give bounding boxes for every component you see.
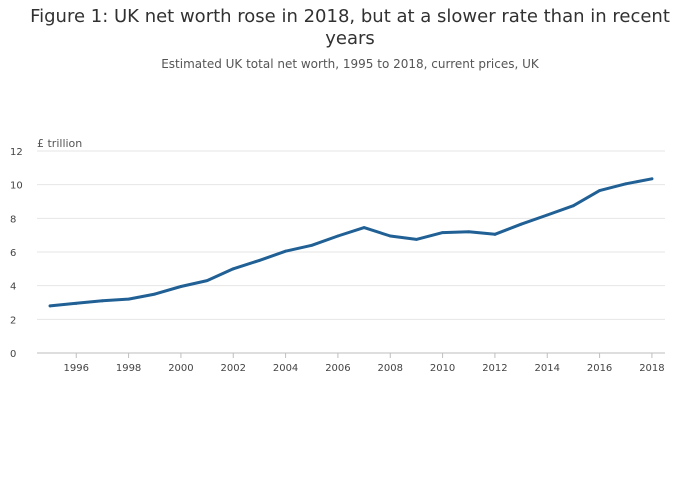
data-point <box>48 304 52 308</box>
data-point <box>598 189 601 192</box>
x-tick-label: 2010 <box>430 363 455 374</box>
x-axis <box>37 352 665 358</box>
x-tick-label: 2014 <box>535 363 560 374</box>
data-point <box>231 267 235 271</box>
data-point <box>179 285 183 288</box>
x-tick-label: 2004 <box>273 363 298 374</box>
x-tick-label: 2018 <box>639 363 664 374</box>
chart-subtitle: Estimated UK total net worth, 1995 to 20… <box>161 57 539 71</box>
data-point <box>545 213 549 217</box>
y-tick-label: 4 <box>10 282 16 293</box>
data-point <box>624 182 628 186</box>
data-point <box>650 177 654 181</box>
data-point <box>362 226 366 229</box>
chart-title: Figure 1: UK net worth rose in 2018, but… <box>30 6 670 49</box>
data-point <box>441 231 444 235</box>
x-tick-label: 2008 <box>378 363 403 374</box>
y-tick-label: 0 <box>10 349 16 360</box>
x-tick-label: 2006 <box>325 363 350 374</box>
data-point <box>74 301 78 305</box>
x-tick-label: 1998 <box>116 363 141 374</box>
x-tick-label: 1996 <box>64 363 89 374</box>
data-point <box>493 232 497 236</box>
y-tick-label: 8 <box>10 214 16 225</box>
data-point <box>388 234 392 238</box>
series-line <box>48 177 654 308</box>
gridlines <box>37 150 665 320</box>
data-point <box>258 259 261 262</box>
y-axis-unit-label: £ trillion <box>37 137 82 150</box>
data-point <box>415 237 418 241</box>
data-point <box>336 234 340 238</box>
data-point <box>519 222 523 226</box>
y-tick-label: 2 <box>10 315 16 326</box>
x-axis-tick-labels: 1996 1998 2000 2002 2004 2006 2008 2010 2012 2014… <box>64 363 665 374</box>
data-point <box>205 279 209 283</box>
data-point <box>310 243 314 247</box>
x-tick-label: 2012 <box>482 363 507 374</box>
data-point <box>127 297 130 301</box>
data-point <box>284 249 287 253</box>
x-tick-label: 2002 <box>221 363 246 374</box>
y-axis-tick-labels: 0 2 4 6 8 10 12 <box>10 147 23 360</box>
y-tick-label: 12 <box>10 147 23 158</box>
data-point <box>101 299 104 303</box>
x-tick-label: 2000 <box>168 363 193 374</box>
data-point <box>572 204 575 208</box>
y-tick-label: 6 <box>10 248 16 259</box>
x-tick-label: 2016 <box>587 363 612 374</box>
y-tick-label: 10 <box>10 181 23 192</box>
data-point <box>467 230 471 234</box>
data-point <box>153 292 157 296</box>
series-layer <box>48 177 654 308</box>
